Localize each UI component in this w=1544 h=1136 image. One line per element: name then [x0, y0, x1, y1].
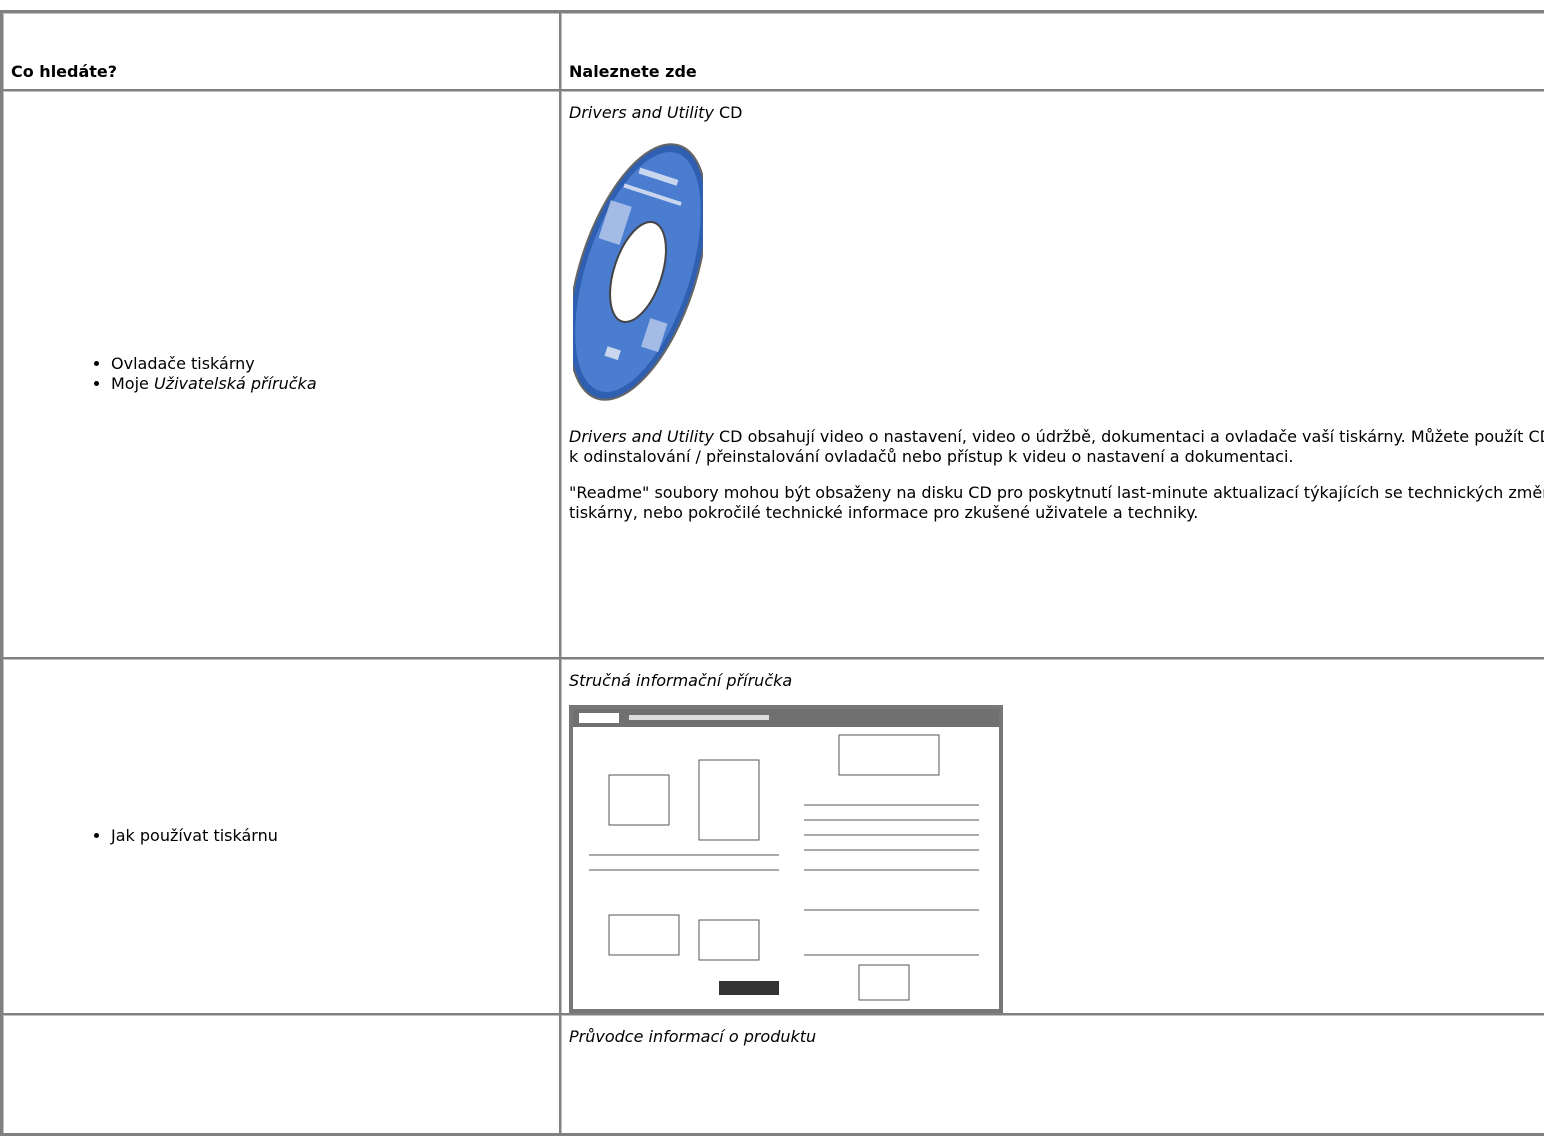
caption-text: Drivers and Utility — [569, 103, 714, 122]
bullet-list: Ovladače tiskárnyMoje Uživatelská příruč… — [11, 354, 551, 394]
item-text: Uživatelská příručka — [153, 374, 317, 393]
table-row: Průvodce informací o produktu — [2, 1014, 1544, 1134]
bullet-item: Jak používat tiskárnu — [111, 826, 551, 846]
right-cell: Průvodce informací o produktu — [560, 1014, 1544, 1134]
right-cell: Drivers and Utility CD Drivers and Utili… — [560, 90, 1544, 658]
table-row: Jak používat tiskárnu Stručná informační … — [2, 658, 1544, 1014]
item-text: Moje — [111, 374, 154, 393]
caption: Průvodce informací o produktu — [569, 1027, 1544, 1047]
cd-image — [573, 143, 703, 401]
caption-text: Průvodce informací o produktu — [569, 1027, 817, 1046]
page: Co hledáte? Naleznete zde Ovladače tiská… — [0, 0, 1544, 1089]
left-cell: Jak používat tiskárnu — [2, 658, 560, 1014]
header-cell: Co hledáte? — [2, 12, 560, 90]
paragraph: "Readme" soubory mohou být obsaženy na d… — [569, 483, 1544, 523]
paragraph-text: Drivers and Utility — [569, 427, 714, 446]
bullet-list: Jak používat tiskárnu — [11, 826, 551, 846]
caption: Stručná informační příručka — [569, 671, 1544, 691]
paragraph-text: "Readme" soubory mohou být obsaženy na d… — [569, 483, 1544, 522]
caption: Drivers and Utility CD — [569, 103, 1544, 123]
bullet-item: Ovladače tiskárny — [111, 354, 551, 374]
paragraph: Drivers and Utility CD obsahují video o … — [569, 427, 1544, 467]
table-row: Ovladače tiskárnyMoje Uživatelská příruč… — [2, 90, 1544, 658]
item-text: Jak používat tiskárnu — [111, 826, 278, 845]
header-cell: Naleznete zde — [560, 12, 1544, 90]
header-row: Co hledáte? Naleznete zde — [2, 12, 1544, 90]
left-cell: Ovladače tiskárnyMoje Uživatelská příruč… — [2, 90, 560, 658]
left-cell — [2, 1014, 560, 1134]
info-table: Co hledáte? Naleznete zde Ovladače tiská… — [0, 10, 1544, 1136]
bullet-item: Moje Uživatelská příručka — [111, 374, 551, 394]
paragraph-text: CD obsahují video o nastavení, video o ú… — [569, 427, 1544, 466]
caption-text: CD — [713, 103, 743, 122]
item-text: Ovladače tiskárny — [111, 354, 255, 373]
caption-text: Stručná informační příručka — [569, 671, 793, 690]
guide-image — [569, 705, 1003, 1013]
right-cell: Stručná informační příručka — [560, 658, 1544, 1014]
